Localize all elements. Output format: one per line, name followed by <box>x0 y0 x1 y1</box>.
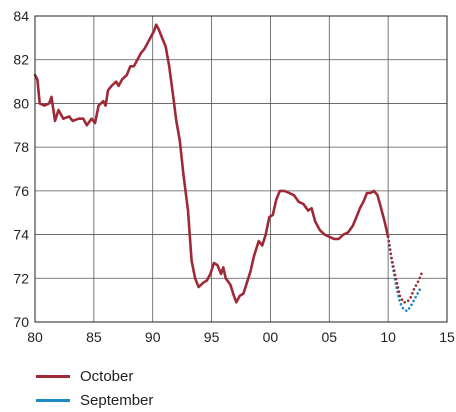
y-tick-label: 82 <box>13 52 29 68</box>
legend: October September <box>36 364 153 412</box>
x-tick-label: 90 <box>145 329 161 345</box>
x-tick-label: 05 <box>321 329 337 345</box>
y-tick-label: 76 <box>13 183 29 199</box>
x-tick-label: 95 <box>204 329 220 345</box>
series-line-september <box>386 235 423 313</box>
series-line-october-projection <box>386 235 424 304</box>
x-tick-label: 80 <box>27 329 43 345</box>
series-layer <box>33 23 424 313</box>
plot-frame <box>34 15 448 323</box>
tick-labels: 80 85 90 95 00 05 10 15 70 72 74 76 78 80 82 84 <box>13 8 455 345</box>
x-tick-label: 10 <box>380 329 396 345</box>
x-tick-label: 00 <box>263 329 279 345</box>
line-chart: 80 85 90 95 00 05 10 15 70 72 74 76 78 80 82 84 <box>13 8 455 345</box>
legend-swatch-september <box>36 398 70 402</box>
y-tick-label: 70 <box>13 314 29 330</box>
legend-label-september: September <box>80 391 154 409</box>
y-tick-label: 74 <box>13 227 29 243</box>
x-tick-label: 15 <box>439 329 455 345</box>
grid <box>34 15 448 323</box>
series-line-october <box>33 23 390 304</box>
y-tick-label: 80 <box>13 95 29 111</box>
legend-label-october: October <box>80 367 134 385</box>
y-tick-label: 72 <box>13 270 29 286</box>
x-tick-label: 85 <box>86 329 102 345</box>
y-tick-label: 84 <box>13 8 29 24</box>
legend-item-october: October <box>36 364 153 388</box>
legend-item-september: September <box>36 388 153 412</box>
legend-swatch-october <box>36 374 70 378</box>
y-tick-label: 78 <box>13 139 29 155</box>
